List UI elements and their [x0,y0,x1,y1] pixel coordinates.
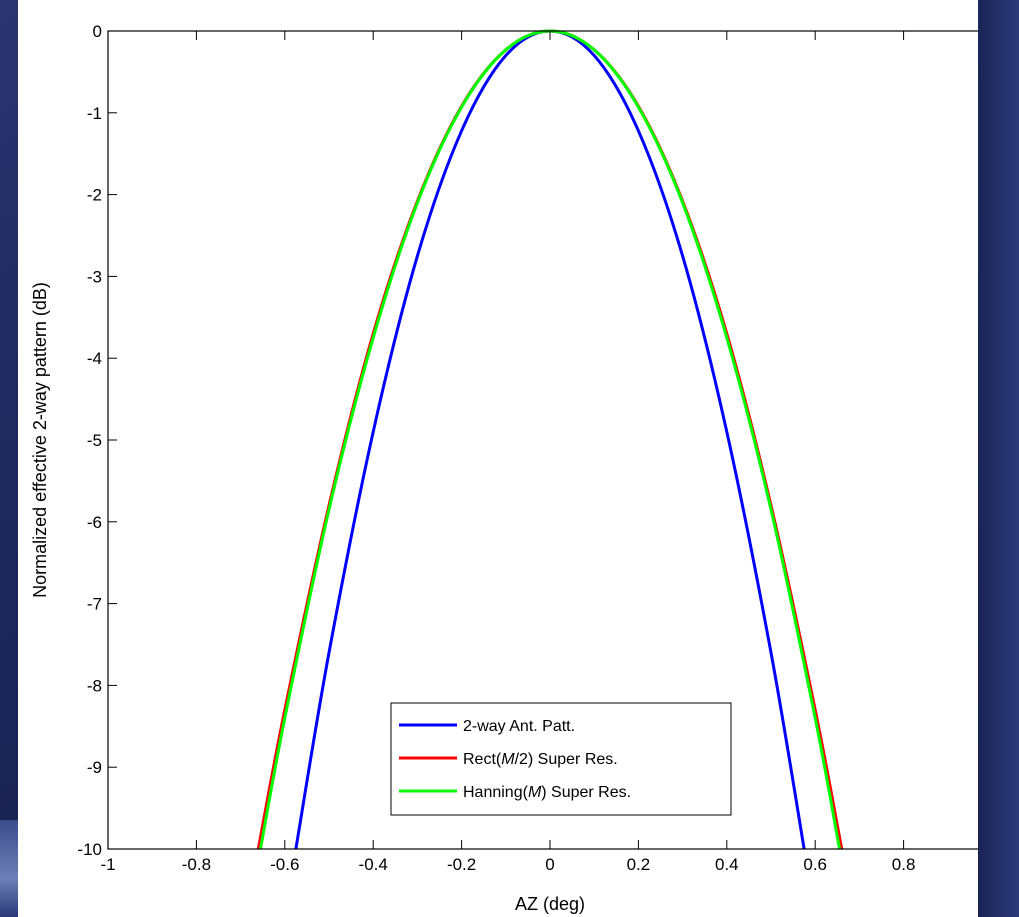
x-tick-label: -0.8 [182,855,211,874]
x-axis-label: AZ (deg) [515,894,585,914]
x-tick-label: 0.8 [892,855,916,874]
legend-label-part: 2-way Ant. Patt. [463,718,575,735]
x-tick-label: -1 [100,855,115,874]
x-tick-label: -0.6 [270,855,299,874]
y-tick-label: -10 [77,840,102,859]
y-tick-label: -3 [87,267,102,286]
ticks-layer: -1-0.8-0.6-0.4-0.200.20.40.60.810-1-2-3-… [77,22,916,874]
x-tick-label: 0.2 [627,855,651,874]
x-tick-label: -0.2 [447,855,476,874]
legend-label-part: Rect( [463,751,502,768]
x-tick-label: 0.6 [803,855,827,874]
y-tick-label: -4 [87,349,102,368]
line-chart: -1-0.8-0.6-0.4-0.200.20.40.60.810-1-2-3-… [30,22,978,914]
legend-label-2: Rect(M/2) Super Res. [463,751,618,768]
figure-panel: -1-0.8-0.6-0.4-0.200.20.40.60.810-1-2-3-… [18,0,978,917]
x-tick-label: -0.4 [359,855,388,874]
legend: 2-way Ant. Patt.Rect(M/2) Super Res.Hann… [390,702,732,816]
legend-label-part: M [501,751,515,768]
legend-label-part: M [528,784,542,801]
y-tick-label: -7 [87,595,102,614]
legend-label-3: Hanning(M) Super Res. [463,784,631,801]
y-tick-label: -1 [87,104,102,123]
y-tick-label: -6 [87,513,102,532]
y-axis-label: Normalized effective 2-way pattern (dB) [30,282,50,598]
slide-decoration-right [979,0,1019,917]
legend-label-part: /2) Super Res. [515,751,618,768]
legend-label-part: ) Super Res. [541,784,631,801]
y-tick-label: 0 [93,22,102,41]
legend-label-part: Hanning( [463,784,529,801]
y-tick-label: -2 [87,186,102,205]
y-tick-label: -8 [87,676,102,695]
x-tick-label: 0 [545,855,554,874]
y-tick-label: -5 [87,431,102,450]
y-tick-label: -9 [87,758,102,777]
legend-label-1: 2-way Ant. Patt. [463,718,575,735]
x-tick-label: 0.4 [715,855,739,874]
